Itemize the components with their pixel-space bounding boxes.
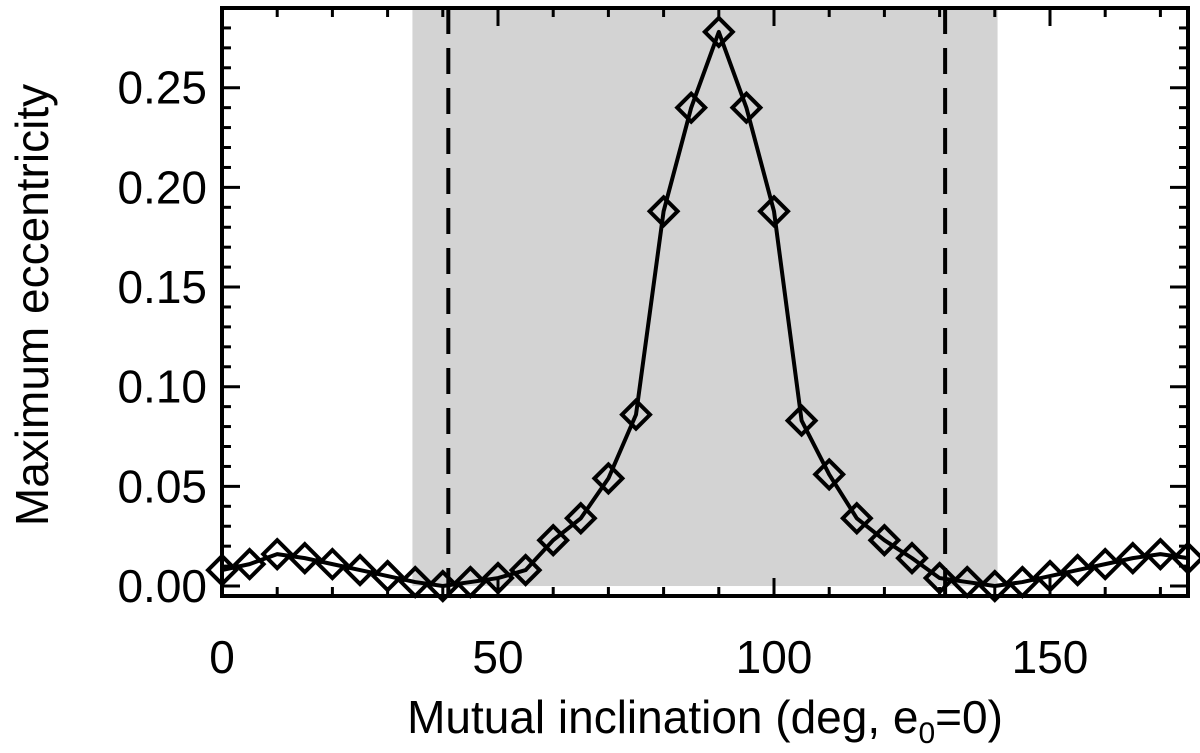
data-point xyxy=(867,523,902,558)
data-point xyxy=(977,569,1012,603)
data-point xyxy=(839,501,874,536)
dashed-lines-layer xyxy=(446,8,948,596)
data-point xyxy=(619,397,653,432)
x-axis-label: Mutual inclination (deg, e0=0) xyxy=(407,691,1003,750)
y-tick-label: 0.00 xyxy=(117,560,207,612)
x-axis-label-subscript: 0 xyxy=(918,717,935,750)
data-point xyxy=(1088,547,1123,581)
y-tick-label: 0.05 xyxy=(117,460,207,512)
data-point xyxy=(536,523,571,558)
data-point xyxy=(287,541,322,575)
data-point xyxy=(1060,553,1095,587)
shaded-region-layer xyxy=(412,8,998,587)
data-point xyxy=(232,547,267,581)
y-tick-label: 0.25 xyxy=(117,62,207,114)
x-axis-label-main: Mutual inclination (deg, e xyxy=(407,691,918,743)
data-point xyxy=(1115,541,1150,575)
ticks-layer xyxy=(220,6,1188,596)
data-point xyxy=(1143,537,1178,571)
data-point xyxy=(591,461,626,496)
y-tick-label: 0.15 xyxy=(117,261,207,313)
data-point xyxy=(315,547,350,581)
data-point xyxy=(260,537,295,571)
x-tick-label: 50 xyxy=(472,631,523,683)
data-point xyxy=(812,457,847,492)
x-axis-label-end: =0) xyxy=(935,691,1003,743)
plot-frame xyxy=(220,6,1190,598)
data-point xyxy=(343,553,377,587)
x-tick-label: 100 xyxy=(736,631,813,683)
data-point xyxy=(729,90,764,125)
shaded-region xyxy=(412,8,998,587)
data-point xyxy=(425,569,460,603)
data-point xyxy=(508,553,543,587)
series-line-0 xyxy=(221,29,1189,589)
data-point xyxy=(646,194,681,229)
data-point xyxy=(701,15,736,49)
data-point xyxy=(784,403,819,438)
tick-labels-layer: 0 50 100 150 0.00 0.05 0.10 0.15 0.20 0.25 xyxy=(117,62,1088,683)
data-point xyxy=(563,501,598,536)
y-tick-label: 0.20 xyxy=(117,161,207,213)
x-tick-label: 0 xyxy=(209,631,235,683)
data-point xyxy=(895,541,929,575)
data-point xyxy=(757,194,791,229)
x-tick-label: 150 xyxy=(1012,631,1089,683)
y-tick-label: 0.10 xyxy=(117,361,207,413)
y-axis-label: Maximum eccentricity xyxy=(6,84,58,526)
data-point xyxy=(674,90,709,125)
